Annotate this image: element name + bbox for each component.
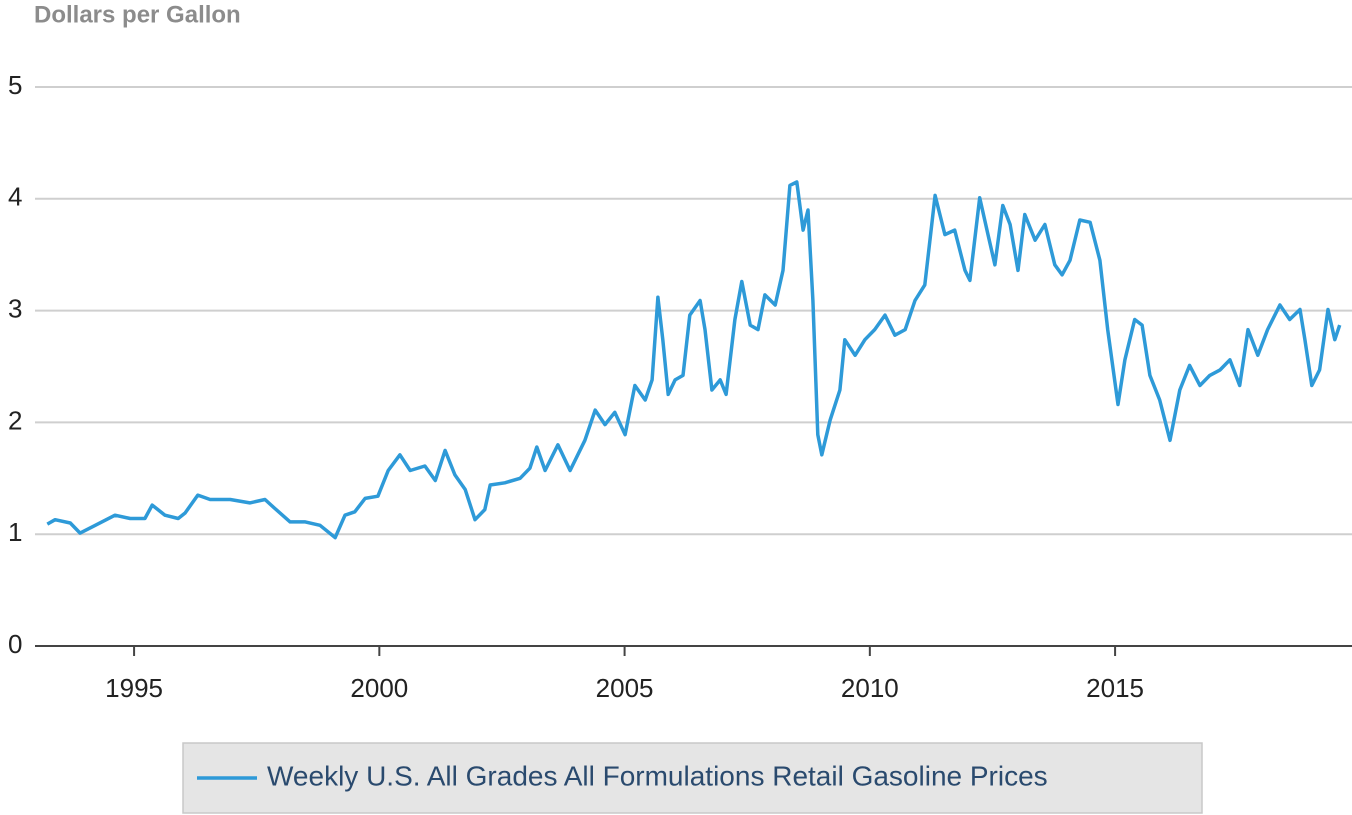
data-line xyxy=(46,180,1342,540)
y-tick-label: 4 xyxy=(8,182,22,212)
y-tick-label: 2 xyxy=(8,405,22,435)
legend-label: Weekly U.S. All Grades All Formulations … xyxy=(267,760,1048,791)
x-tick-label: 2005 xyxy=(596,673,654,703)
x-tick-label: 2015 xyxy=(1086,673,1144,703)
x-tick-label: 2010 xyxy=(841,673,899,703)
y-tick-label: 3 xyxy=(8,293,22,323)
legend-box xyxy=(182,742,1203,814)
x-tick-label: 2000 xyxy=(350,673,408,703)
y-tick-label: 5 xyxy=(8,70,22,100)
x-tick-label: 1995 xyxy=(105,673,163,703)
y-tick-label: 0 xyxy=(8,629,22,659)
y-axis-title: Dollars per Gallon xyxy=(34,1,241,28)
y-tick-label: 1 xyxy=(8,517,22,547)
